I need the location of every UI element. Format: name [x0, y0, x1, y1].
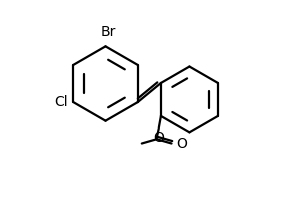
- Text: Br: Br: [101, 25, 116, 39]
- Text: Cl: Cl: [54, 95, 68, 109]
- Text: O: O: [153, 131, 164, 145]
- Text: O: O: [176, 136, 187, 150]
